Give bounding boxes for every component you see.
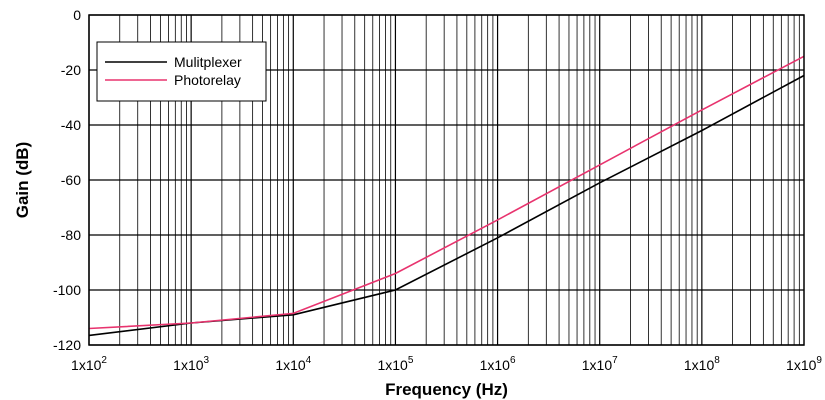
legend: Mulitplexer Photorelay xyxy=(96,41,267,102)
x-tick-label: 1x107 xyxy=(582,355,618,373)
x-tick-label: 1x102 xyxy=(71,355,107,373)
series-line-mulitplexer xyxy=(88,74,805,337)
x-tick-label: 1x105 xyxy=(377,355,413,373)
x-tick-label: 1x106 xyxy=(480,355,516,373)
x-tick-labels: 1x102 1x103 1x104 1x105 1x106 1x107 1x108 1x109 xyxy=(71,355,822,373)
x-tick-label: 1x103 xyxy=(173,355,209,373)
x-tick-label: 1x109 xyxy=(786,355,822,373)
y-tick-label: -40 xyxy=(61,117,81,133)
y-tick-label: -20 xyxy=(61,62,81,78)
y-tick-label: -120 xyxy=(53,337,81,353)
series-layer xyxy=(88,55,805,337)
y-axis-label: Gain (dB) xyxy=(13,142,32,219)
x-axis-label: Frequency (Hz) xyxy=(385,380,508,399)
y-tick-labels: 0 -20 -40 -60 -80 -100 -120 xyxy=(53,7,81,353)
x-tick-label: 1x104 xyxy=(275,355,311,373)
y-tick-label: -100 xyxy=(53,282,81,298)
y-tick-label: 0 xyxy=(73,7,81,23)
legend-label-mulitplexer: Mulitplexer xyxy=(174,54,242,70)
series-line-photorelay xyxy=(88,55,805,330)
plot-frame xyxy=(88,14,805,346)
x-tick-label: 1x108 xyxy=(684,355,720,373)
y-tick-label: -80 xyxy=(61,227,81,243)
y-tick-label: -60 xyxy=(61,172,81,188)
legend-box xyxy=(96,41,267,102)
legend-label-photorelay: Photorelay xyxy=(174,72,241,88)
